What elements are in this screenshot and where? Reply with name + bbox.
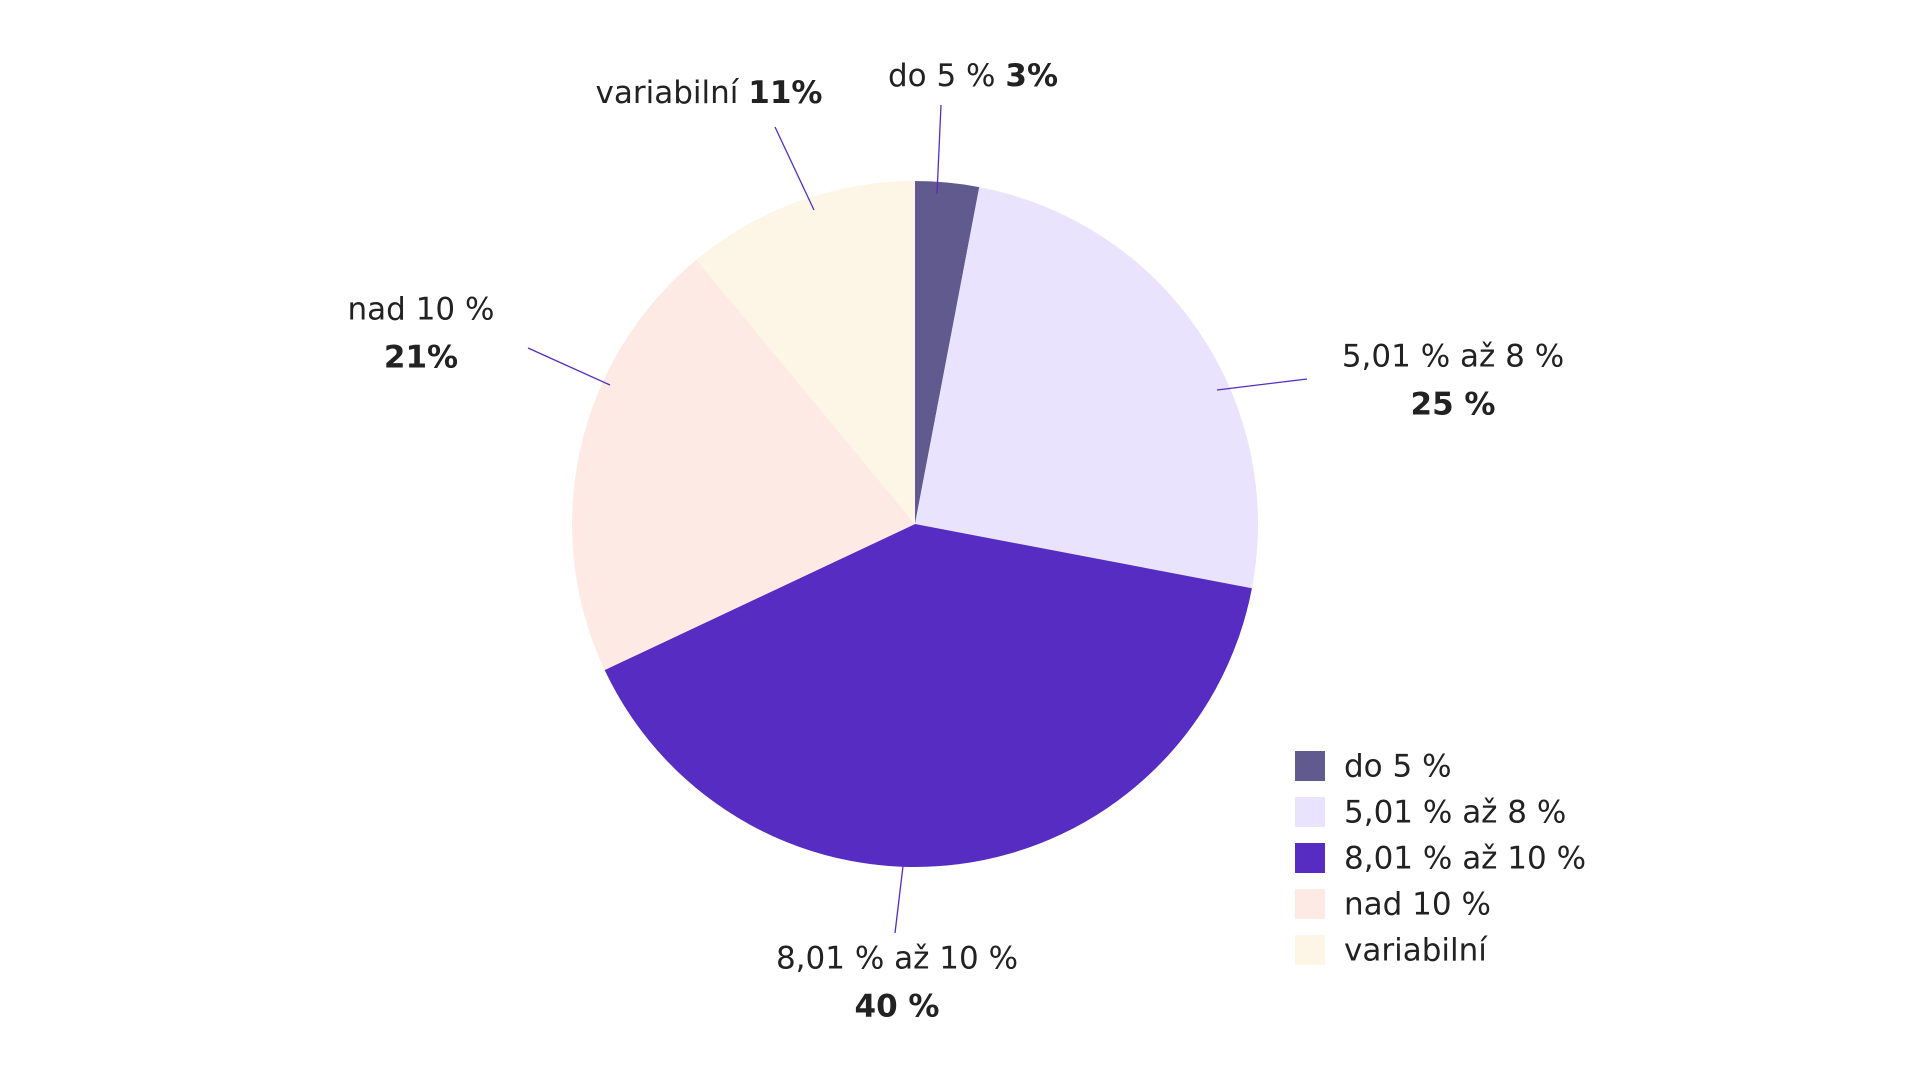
pie-slice [604, 524, 1252, 868]
pie-slice [696, 181, 915, 524]
slice-name: do 5 % [888, 58, 996, 94]
legend-label: do 5 % [1344, 749, 1452, 785]
slice-value: 3% [1005, 58, 1058, 94]
legend-swatch [1295, 843, 1325, 873]
leader-line [527, 347, 611, 386]
slice-name: 8,01 % až 10 % [776, 941, 1018, 977]
slice-label: variabilní 11% [596, 75, 823, 111]
leader-line [1216, 378, 1308, 391]
slice-label: do 5 % 3% [888, 58, 1058, 94]
legend-label: variabilní [1344, 933, 1488, 969]
leader-line [774, 126, 815, 211]
slice-name: variabilní [596, 75, 740, 111]
slice-name: nad 10 % [348, 292, 495, 328]
leader-line [936, 104, 942, 195]
legend-swatch [1295, 889, 1325, 919]
legend: do 5 % 5,01 % až 8 % 8,01 % až 10 % nad 10 … [1295, 749, 1586, 969]
pie-slice [915, 181, 980, 524]
slice-name: 5,01 % až 8 % [1342, 339, 1564, 375]
legend-label: 8,01 % až 10 % [1344, 841, 1586, 877]
pie-slice [572, 259, 915, 671]
leader-line [894, 865, 904, 934]
slice-labels: do 5 % 3% 5,01 % až 8 % 25 % 8,01 % až 10 %… [348, 58, 1565, 1025]
slice-value: 21% [384, 340, 458, 376]
legend-swatch [1295, 751, 1325, 781]
legend-swatch [1295, 797, 1325, 827]
legend-label: 5,01 % až 8 % [1344, 795, 1566, 831]
slice-value: 25 % [1411, 387, 1496, 423]
slice-value: 40 % [855, 989, 940, 1025]
legend-swatch [1295, 935, 1325, 965]
legend-label: nad 10 % [1344, 887, 1491, 923]
slice-value: 11% [748, 75, 822, 111]
pie-slice [915, 187, 1258, 589]
pie [572, 181, 1258, 868]
